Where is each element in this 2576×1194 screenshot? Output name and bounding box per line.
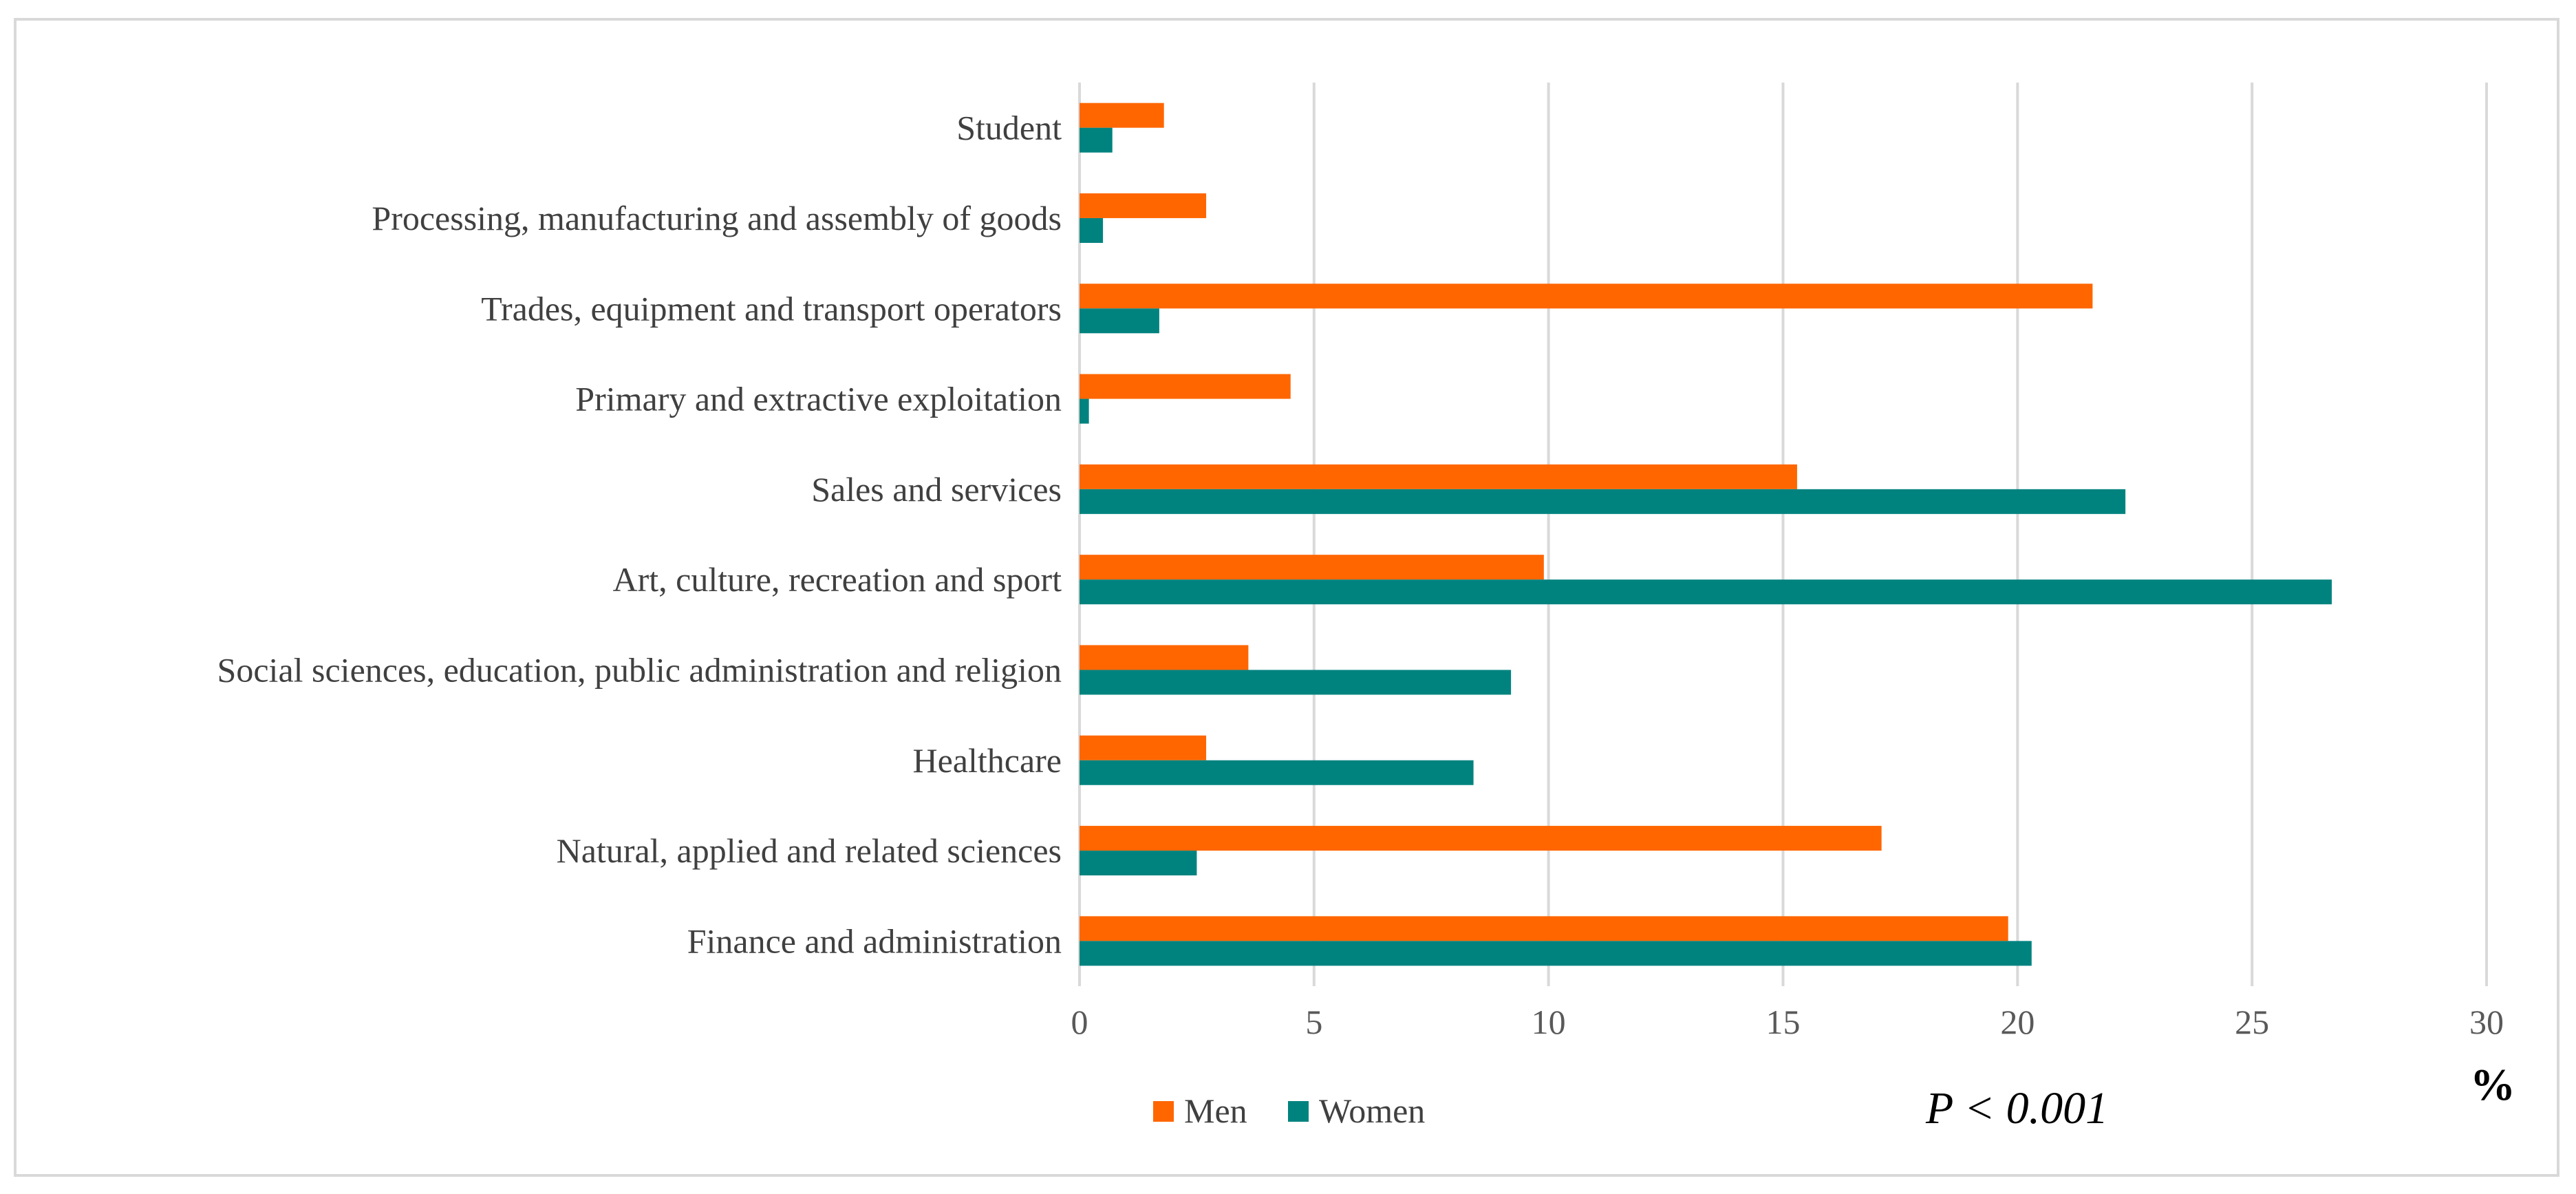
bar-women-5 (1080, 579, 2332, 605)
bar-women-1 (1080, 217, 1104, 243)
bar-chart: Student Processing, manufacturing and ass… (217, 83, 2515, 1133)
category-label: Social sciences, education, public admin… (217, 650, 1062, 689)
x-tick-label: 15 (1766, 1003, 1801, 1041)
legend: Men Women (1153, 1091, 1425, 1130)
bars (1080, 103, 2332, 966)
x-tick-label: 10 (1532, 1003, 1566, 1041)
category-label: Art, culture, recreation and sport (612, 560, 1062, 599)
bar-men-7 (1080, 735, 1207, 760)
bar-men-8 (1080, 826, 1882, 851)
gridlines (1078, 83, 2488, 986)
bar-women-6 (1080, 670, 1512, 695)
bar-women-4 (1080, 489, 2126, 514)
bar-men-5 (1080, 555, 1544, 580)
category-label: Trades, equipment and transport operator… (481, 289, 1062, 328)
x-tick-labels: 0 5 10 15 20 25 30 (1071, 1003, 2504, 1041)
category-labels: Student Processing, manufacturing and ass… (217, 109, 1062, 961)
category-label: Sales and services (811, 470, 1062, 509)
bar-men-6 (1080, 645, 1249, 670)
bar-women-2 (1080, 308, 1159, 334)
bar-women-3 (1080, 398, 1089, 424)
bar-women-9 (1080, 941, 2032, 966)
x-tick-label: 0 (1071, 1003, 1088, 1041)
bar-men-9 (1080, 916, 2008, 941)
chart-frame: Student Processing, manufacturing and ass… (14, 18, 2559, 1177)
category-label: Natural, applied and related sciences (557, 831, 1062, 870)
legend-label-men: Men (1184, 1091, 1247, 1130)
p-value-annotation: P < 0.001 (1925, 1083, 2108, 1133)
category-label: Healthcare (912, 741, 1062, 780)
legend-swatch-women (1288, 1101, 1309, 1122)
bar-men-0 (1080, 103, 1164, 128)
x-tick-label: 25 (2235, 1003, 2269, 1041)
legend-swatch-men (1153, 1101, 1174, 1122)
legend-label-women: Women (1319, 1091, 1425, 1130)
bar-women-7 (1080, 760, 1474, 785)
bar-men-3 (1080, 374, 1291, 399)
category-label: Primary and extractive exploitation (575, 380, 1062, 418)
bar-women-0 (1080, 127, 1113, 153)
x-tick-label: 20 (2000, 1003, 2035, 1041)
bar-women-8 (1080, 851, 1197, 876)
bar-men-1 (1080, 193, 1207, 218)
x-tick-label: 5 (1305, 1003, 1322, 1041)
category-label: Finance and administration (687, 921, 1062, 960)
bar-men-4 (1080, 464, 1797, 489)
x-axis-unit-label: % (2470, 1060, 2515, 1110)
category-label: Student (956, 109, 1062, 147)
x-tick-label: 30 (2469, 1003, 2504, 1041)
bar-men-2 (1080, 284, 2093, 309)
category-label: Processing, manufacturing and assembly o… (372, 199, 1062, 237)
